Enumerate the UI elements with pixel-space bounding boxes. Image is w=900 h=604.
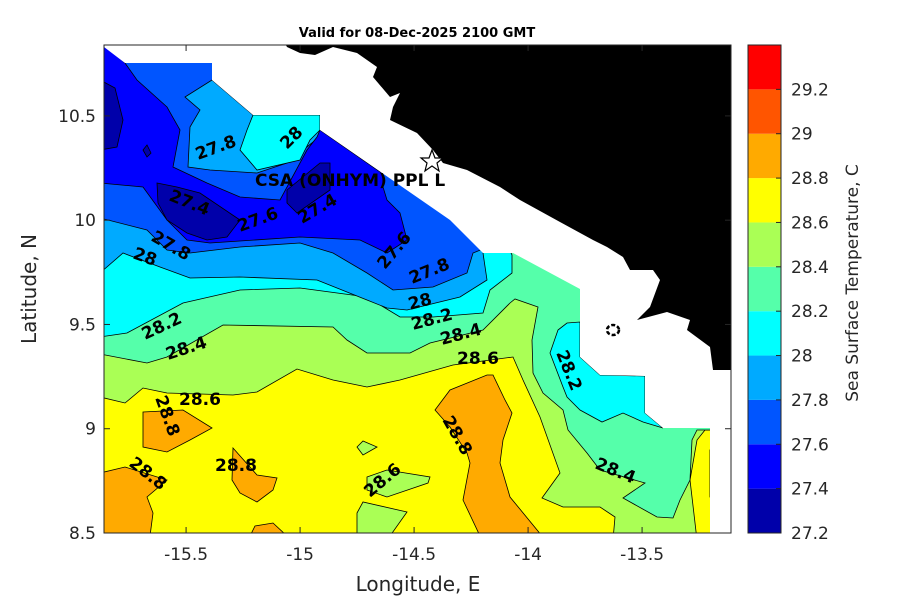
y-axis-label: Latitude, N: [17, 234, 41, 344]
band-28.4-28.6-patch: [356, 501, 408, 533]
x-tick-label: -13.5: [620, 545, 664, 565]
y-tick-label: 10.5: [58, 107, 96, 127]
x-tick-label: -14: [514, 545, 542, 565]
colorbar-swatch: [748, 444, 781, 489]
colorbar-tick-label: 27.8: [791, 391, 829, 411]
band-28.8-29-patch: [142, 409, 213, 453]
y-tick-label: 10: [74, 211, 96, 231]
island: [605, 323, 621, 337]
land-mass: [285, 45, 731, 370]
y-tick-label: 9: [85, 420, 96, 440]
colorbar: 27.2 27.4 27.6 27.8 28 28.2 28.4 28.6 28.8 29 29.2: [747, 44, 829, 544]
band-28.8-29-patch: [104, 466, 168, 533]
colorbar-tick-label: 28: [791, 347, 813, 367]
band-28.8-29-patch: [434, 374, 541, 533]
colorbar-swatch: [748, 178, 781, 223]
colorbar-tick-label: 29.2: [791, 80, 829, 100]
colorbar-tick-label: 28.2: [791, 302, 829, 322]
band-28.4-28.6-patch: [366, 469, 431, 498]
band-27.2-27.4: [104, 81, 124, 150]
band-28.8-29-patch: [251, 522, 285, 533]
colorbar-tick-label: 27.6: [791, 435, 829, 455]
x-tick-label: -14.5: [392, 545, 436, 565]
x-axis: -15.5 -15 -14.5 -14 -13.5: [164, 45, 664, 565]
colorbar-swatch: [748, 133, 781, 179]
star-marker-icon: [419, 148, 445, 173]
band-28.4-28.6-patch: [356, 440, 378, 456]
colorbar-frame: [747, 44, 782, 534]
colorbar-swatch: [748, 266, 781, 312]
band-27.2-27.4: [142, 144, 152, 158]
colorbar-swatch: [748, 355, 781, 400]
colorbar-tick-label: 27.2: [791, 524, 829, 544]
chart-title: Valid for 08-Dec-2025 2100 GMT: [299, 26, 536, 41]
colorbar-tick-label: 28.4: [791, 258, 829, 278]
colorbar-tick-label: 28.8: [791, 169, 829, 189]
colorbar-swatch: [748, 488, 781, 533]
contour-label: 28.8: [215, 456, 257, 476]
colorbar-tick-label: 28.6: [791, 213, 829, 233]
x-axis-label: Longitude, E: [356, 572, 481, 596]
x-tick-label: -15: [286, 545, 314, 565]
band-28.8-29-patch: [231, 446, 278, 503]
colorbar-label: Sea Surface Temperature, C: [843, 164, 863, 402]
colorbar-swatch: [748, 222, 781, 267]
colorbar-swatch: [748, 311, 781, 356]
colorbar-tick-label: 27.4: [791, 480, 829, 500]
colorbar-tick-label: 29: [791, 125, 813, 145]
y-tick-label: 9.5: [69, 315, 96, 335]
site-label: CSA (ONHYM) PPL L: [255, 171, 445, 191]
colorbar-swatch: [748, 89, 781, 134]
contour-label: 28.6: [457, 349, 499, 369]
plot-area: CSA (ONHYM) PPL L 27.4 27.6 27.8 28 27.4…: [104, 45, 731, 533]
y-axis: 10.5 10 9.5 9 8.5: [58, 107, 731, 544]
contour-label: 28.6: [179, 390, 221, 410]
band-27.2-27.4: [156, 182, 241, 241]
x-tick-label: -15.5: [164, 545, 208, 565]
colorbar-swatch: [748, 45, 781, 90]
colorbar-swatch: [748, 399, 781, 445]
y-tick-label: 8.5: [69, 524, 96, 544]
band-27.2-27.4: [286, 162, 331, 214]
plot-frame: [103, 44, 732, 534]
